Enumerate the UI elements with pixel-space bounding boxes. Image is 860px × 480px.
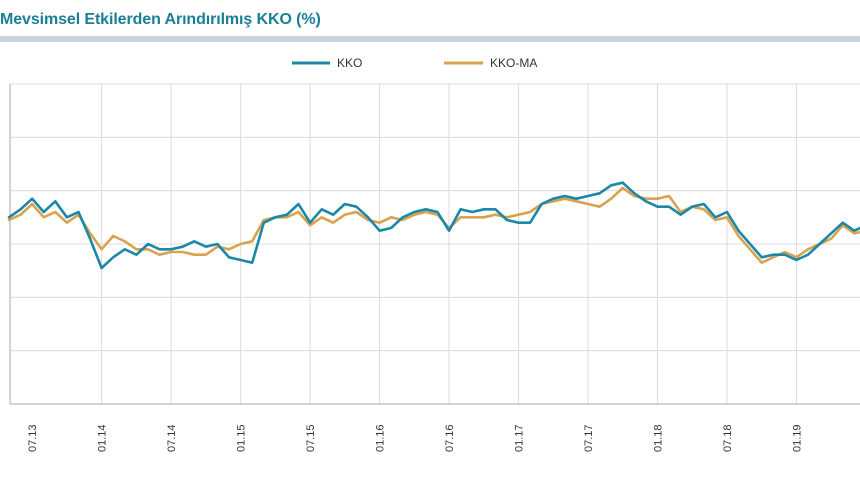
x-tick-label: 07.13 (27, 424, 39, 452)
x-tick-label: 01.19 (791, 424, 803, 452)
axes (9, 84, 860, 405)
x-tick-label: 01.16 (375, 424, 387, 452)
grid-lines (10, 83, 860, 404)
x-tick-label: 01.18 (652, 424, 664, 452)
legend-label-kko-ma[interactable]: KKO-MA (490, 56, 537, 70)
x-tick-label: 07.15 (305, 424, 317, 452)
legend-label-kko[interactable]: KKO (337, 56, 362, 70)
x-tick-label: 01.15 (236, 424, 248, 452)
x-tick-label: 01.17 (514, 424, 526, 452)
x-tick-label: 01.14 (97, 424, 109, 452)
series-line-kko-ma (7, 186, 860, 265)
series-line-kko (7, 181, 860, 270)
x-tick-label: 07.14 (166, 424, 178, 452)
title-underline (0, 36, 860, 42)
x-tick-label: 07.16 (444, 424, 456, 452)
legend[interactable]: KKO KKO-MA (292, 56, 537, 70)
x-tick-label: 07.17 (583, 424, 595, 452)
chart-title: Mevsimsel Etkilerden Arındırılmış KKO (%… (0, 11, 321, 28)
series-lines (7, 181, 860, 270)
x-tick-labels: 07.13 01.14 07.14 01.15 07.15 01.16 07.16 01.17… (27, 424, 803, 452)
x-tick-label: 07.18 (722, 424, 734, 452)
